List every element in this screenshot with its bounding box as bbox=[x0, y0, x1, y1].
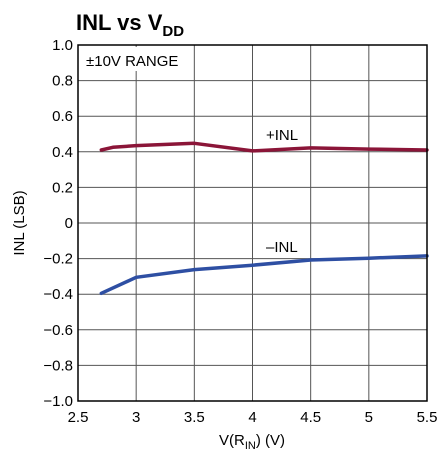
y-axis-label: INL (LSB) bbox=[11, 190, 28, 255]
x-axis-label-subscript: IN bbox=[245, 440, 256, 452]
y-tick-label: 0 bbox=[65, 215, 73, 232]
data-series bbox=[99, 141, 429, 296]
x-tick-label: 5 bbox=[365, 409, 373, 426]
y-tick-label: 0.4 bbox=[52, 144, 73, 161]
y-tick-label: 0.8 bbox=[52, 73, 73, 90]
plus-inl-label: +INL bbox=[266, 127, 298, 144]
x-tick-label: 4.5 bbox=[300, 409, 321, 426]
range-label-background bbox=[80, 47, 188, 71]
y-tick-label: 1.0 bbox=[52, 37, 73, 54]
minus-inl-line bbox=[99, 254, 429, 296]
plot-frame bbox=[77, 44, 428, 402]
x-tick-label: 4 bbox=[248, 409, 256, 426]
minus-inl-label-background bbox=[262, 236, 306, 256]
y-tick-label: −1.0 bbox=[43, 393, 73, 410]
chart-title-main: INL vs V bbox=[76, 10, 163, 35]
minus-inl-label: –INL bbox=[266, 239, 298, 256]
x-axis-label: V(RIN) (V) bbox=[219, 432, 285, 452]
x-tick-label: 2.5 bbox=[68, 409, 89, 426]
y-tick-label: −0.6 bbox=[43, 322, 73, 339]
y-tick-label: −0.2 bbox=[43, 251, 73, 268]
y-tick-label: 0.6 bbox=[52, 108, 73, 125]
y-tick-label: −0.8 bbox=[43, 357, 73, 374]
plus-inl-label-background bbox=[262, 124, 306, 144]
chart-title: INL vs VDD bbox=[76, 10, 184, 40]
x-tick-label: 3 bbox=[132, 409, 140, 426]
tick-labels: 2.5 3 3.5 4 4.5 5 5.5 1.0 0.8 0.6 0.4 0.2 0 −0.2 −0.4 −… bbox=[43, 37, 437, 426]
x-axis-label-suffix: ) (V) bbox=[256, 432, 285, 449]
range-annotation: ±10V RANGE bbox=[86, 53, 178, 70]
x-tick-label: 5.5 bbox=[417, 409, 438, 426]
y-tick-label: −0.4 bbox=[43, 286, 73, 303]
x-axis-label-prefix: V(R bbox=[219, 432, 245, 449]
grid-lines bbox=[78, 45, 427, 401]
y-tick-label: 0.2 bbox=[52, 179, 73, 196]
plus-inl-line bbox=[99, 141, 429, 153]
x-tick-label: 3.5 bbox=[184, 409, 205, 426]
chart-title-subscript: DD bbox=[162, 23, 184, 40]
